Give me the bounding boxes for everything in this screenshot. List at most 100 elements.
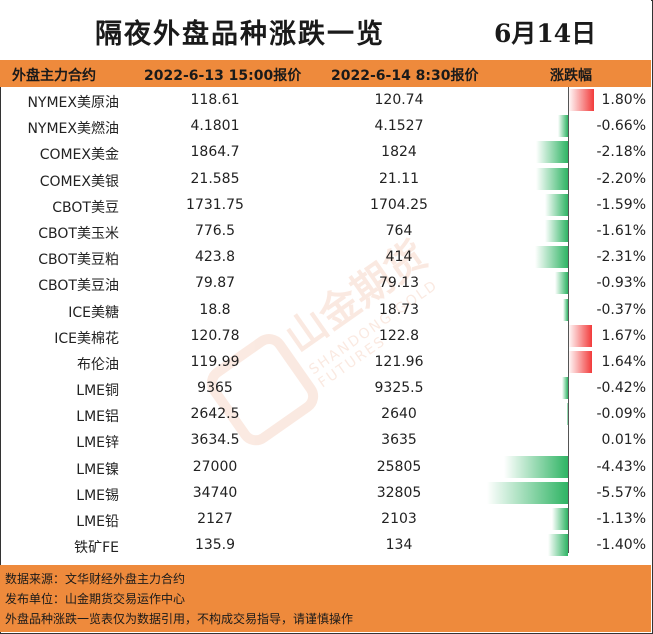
cell-v2: 134 — [385, 537, 413, 554]
cell-name: LME锌 — [76, 435, 119, 452]
table-row: ICE美糖 18.8 18.73 -0.37% — [0, 297, 651, 323]
page-title: 隔夜外盘品种涨跌一览 — [95, 19, 385, 50]
cell-change: -0.42% — [596, 380, 646, 397]
cell-change: 1.67% — [601, 327, 646, 344]
table-row: ICE美棉花 120.78 122.8 1.67% — [0, 323, 651, 349]
table-row: LME铝 2642.5 2640 -0.09% — [0, 401, 651, 427]
cell-name: LME锡 — [76, 487, 119, 504]
cell-change: -5.57% — [596, 484, 646, 501]
cell-name: CBOT美玉米 — [38, 225, 119, 242]
change-bar — [534, 246, 568, 269]
cell-name: NYMEX美原油 — [27, 95, 119, 111]
bar-axis — [568, 87, 569, 553]
cell-name: COMEX美金 — [39, 147, 119, 164]
cell-v2: 1824 — [381, 144, 417, 161]
cell-v2: 2640 — [381, 406, 417, 423]
cell-name: COMEX美银 — [39, 173, 119, 190]
table-row: LME铅 2127 2103 -1.13% — [0, 506, 651, 532]
report-date: 6月14日 — [494, 19, 597, 48]
cell-v1: 118.61 — [190, 92, 240, 108]
cell-v2: 9325.5 — [374, 380, 424, 397]
cell-change: -1.40% — [596, 537, 646, 554]
change-bar — [568, 350, 592, 373]
table-row: 布伦油 119.99 121.96 1.64% — [0, 349, 651, 375]
cell-change: -0.66% — [596, 118, 646, 135]
change-bar — [562, 298, 568, 321]
cell-v2: 3635 — [381, 432, 417, 449]
cell-v2: 2103 — [381, 511, 417, 527]
cell-name: LME铝 — [76, 409, 119, 426]
cell-v1: 423.8 — [194, 249, 236, 266]
table-row: COMEX美银 21.585 21.11 -2.20% — [0, 166, 651, 192]
footer-publisher: 发布单位：山金期货交易运作中心 — [5, 592, 186, 606]
cell-v1: 27000 — [192, 458, 238, 475]
cell-v1: 1864.7 — [190, 144, 240, 161]
cell-v1: 119.99 — [190, 353, 240, 370]
change-bar — [544, 193, 568, 216]
header-v2: 2022-6-14 8:30报价 — [331, 68, 479, 84]
cell-v1: 9365 — [197, 380, 233, 397]
cell-v2: 25805 — [376, 458, 422, 475]
cell-name: LME铜 — [76, 383, 119, 400]
header-v1: 2022-6-13 15:00报价 — [144, 68, 302, 84]
cell-change: 1.64% — [601, 353, 646, 370]
cell-change: -0.09% — [596, 406, 646, 423]
cell-v2: 120.74 — [374, 92, 424, 108]
table-row: COMEX美金 1864.7 1824 -2.18% — [0, 139, 651, 165]
cell-v1: 776.5 — [194, 222, 236, 239]
table-row: NYMEX美原油 118.61 120.74 1.80% — [0, 87, 651, 113]
cell-v2: 32805 — [376, 484, 422, 501]
cell-v2: 1704.25 — [370, 196, 428, 213]
cell-v1: 2642.5 — [190, 406, 240, 423]
cell-name: ICE美糖 — [68, 304, 119, 321]
cell-change: -4.43% — [596, 458, 646, 475]
cell-name: CBOT美豆 — [52, 199, 119, 216]
change-bar — [561, 377, 568, 400]
table-row: LME锡 34740 32805 -5.57% — [0, 480, 651, 506]
cell-change: -0.93% — [596, 275, 646, 292]
cell-v1: 4.1801 — [190, 118, 240, 135]
cell-change: -1.59% — [596, 196, 646, 213]
table-row: LME镍 27000 25805 -4.43% — [0, 454, 651, 480]
cell-v2: 414 — [385, 249, 413, 266]
table-row: LME铜 9365 9325.5 -0.42% — [0, 375, 651, 401]
cell-change: 1.80% — [601, 92, 646, 108]
table-row: NYMEX美燃油 4.1801 4.1527 -0.66% — [0, 113, 651, 139]
cell-change: -0.37% — [596, 301, 646, 318]
footer: 数据来源：文华财经外盘主力合约 发布单位：山金期货交易运作中心 外盘品种涨跌一览… — [0, 565, 651, 632]
cell-v2: 18.73 — [378, 301, 420, 318]
table-row: CBOT美豆粕 423.8 414 -2.31% — [0, 244, 651, 270]
footer-source: 数据来源：文华财经外盘主力合约 — [5, 572, 186, 586]
change-bar — [566, 403, 568, 426]
cell-change: -2.31% — [596, 249, 646, 266]
cell-name: LME铅 — [76, 514, 119, 530]
header-change: 涨跌幅 — [550, 68, 592, 84]
table-header: 外盘主力合约 2022-6-13 15:00报价 2022-6-14 8:30报… — [0, 60, 651, 87]
cell-name: ICE美棉花 — [54, 330, 119, 347]
table-body: NYMEX美原油 118.61 120.74 1.80% NYMEX美燃油 4.1801 4… — [0, 87, 651, 558]
change-bar — [544, 219, 568, 242]
cell-v2: 121.96 — [374, 353, 424, 370]
table-row: LME锌 3634.5 3635 0.01% — [0, 427, 651, 453]
change-bar — [568, 324, 593, 347]
table-row: CBOT美豆油 79.87 79.13 -0.93% — [0, 270, 651, 296]
cell-v1: 34740 — [192, 484, 238, 501]
change-bar — [536, 141, 568, 164]
cell-v1: 120.78 — [190, 327, 240, 344]
cell-v1: 79.87 — [194, 275, 236, 292]
cell-name: CBOT美豆粕 — [38, 252, 119, 269]
change-bar — [487, 481, 568, 504]
cell-v1: 18.8 — [199, 301, 231, 318]
cell-v2: 764 — [385, 222, 413, 239]
cell-change: -2.20% — [596, 170, 646, 187]
cell-name: CBOT美豆油 — [38, 278, 119, 295]
cell-v1: 135.9 — [194, 537, 236, 554]
table-row: 铁矿FE 135.9 134 -1.40% — [0, 532, 651, 558]
table-row: CBOT美玉米 776.5 764 -1.61% — [0, 218, 651, 244]
change-bar — [558, 115, 568, 138]
cell-v2: 79.13 — [378, 275, 420, 292]
cell-change: 0.01% — [601, 432, 646, 449]
cell-v1: 2127 — [197, 511, 233, 527]
table-row: CBOT美豆 1731.75 1704.25 -1.59% — [0, 192, 651, 218]
cell-name: LME镍 — [76, 461, 119, 478]
